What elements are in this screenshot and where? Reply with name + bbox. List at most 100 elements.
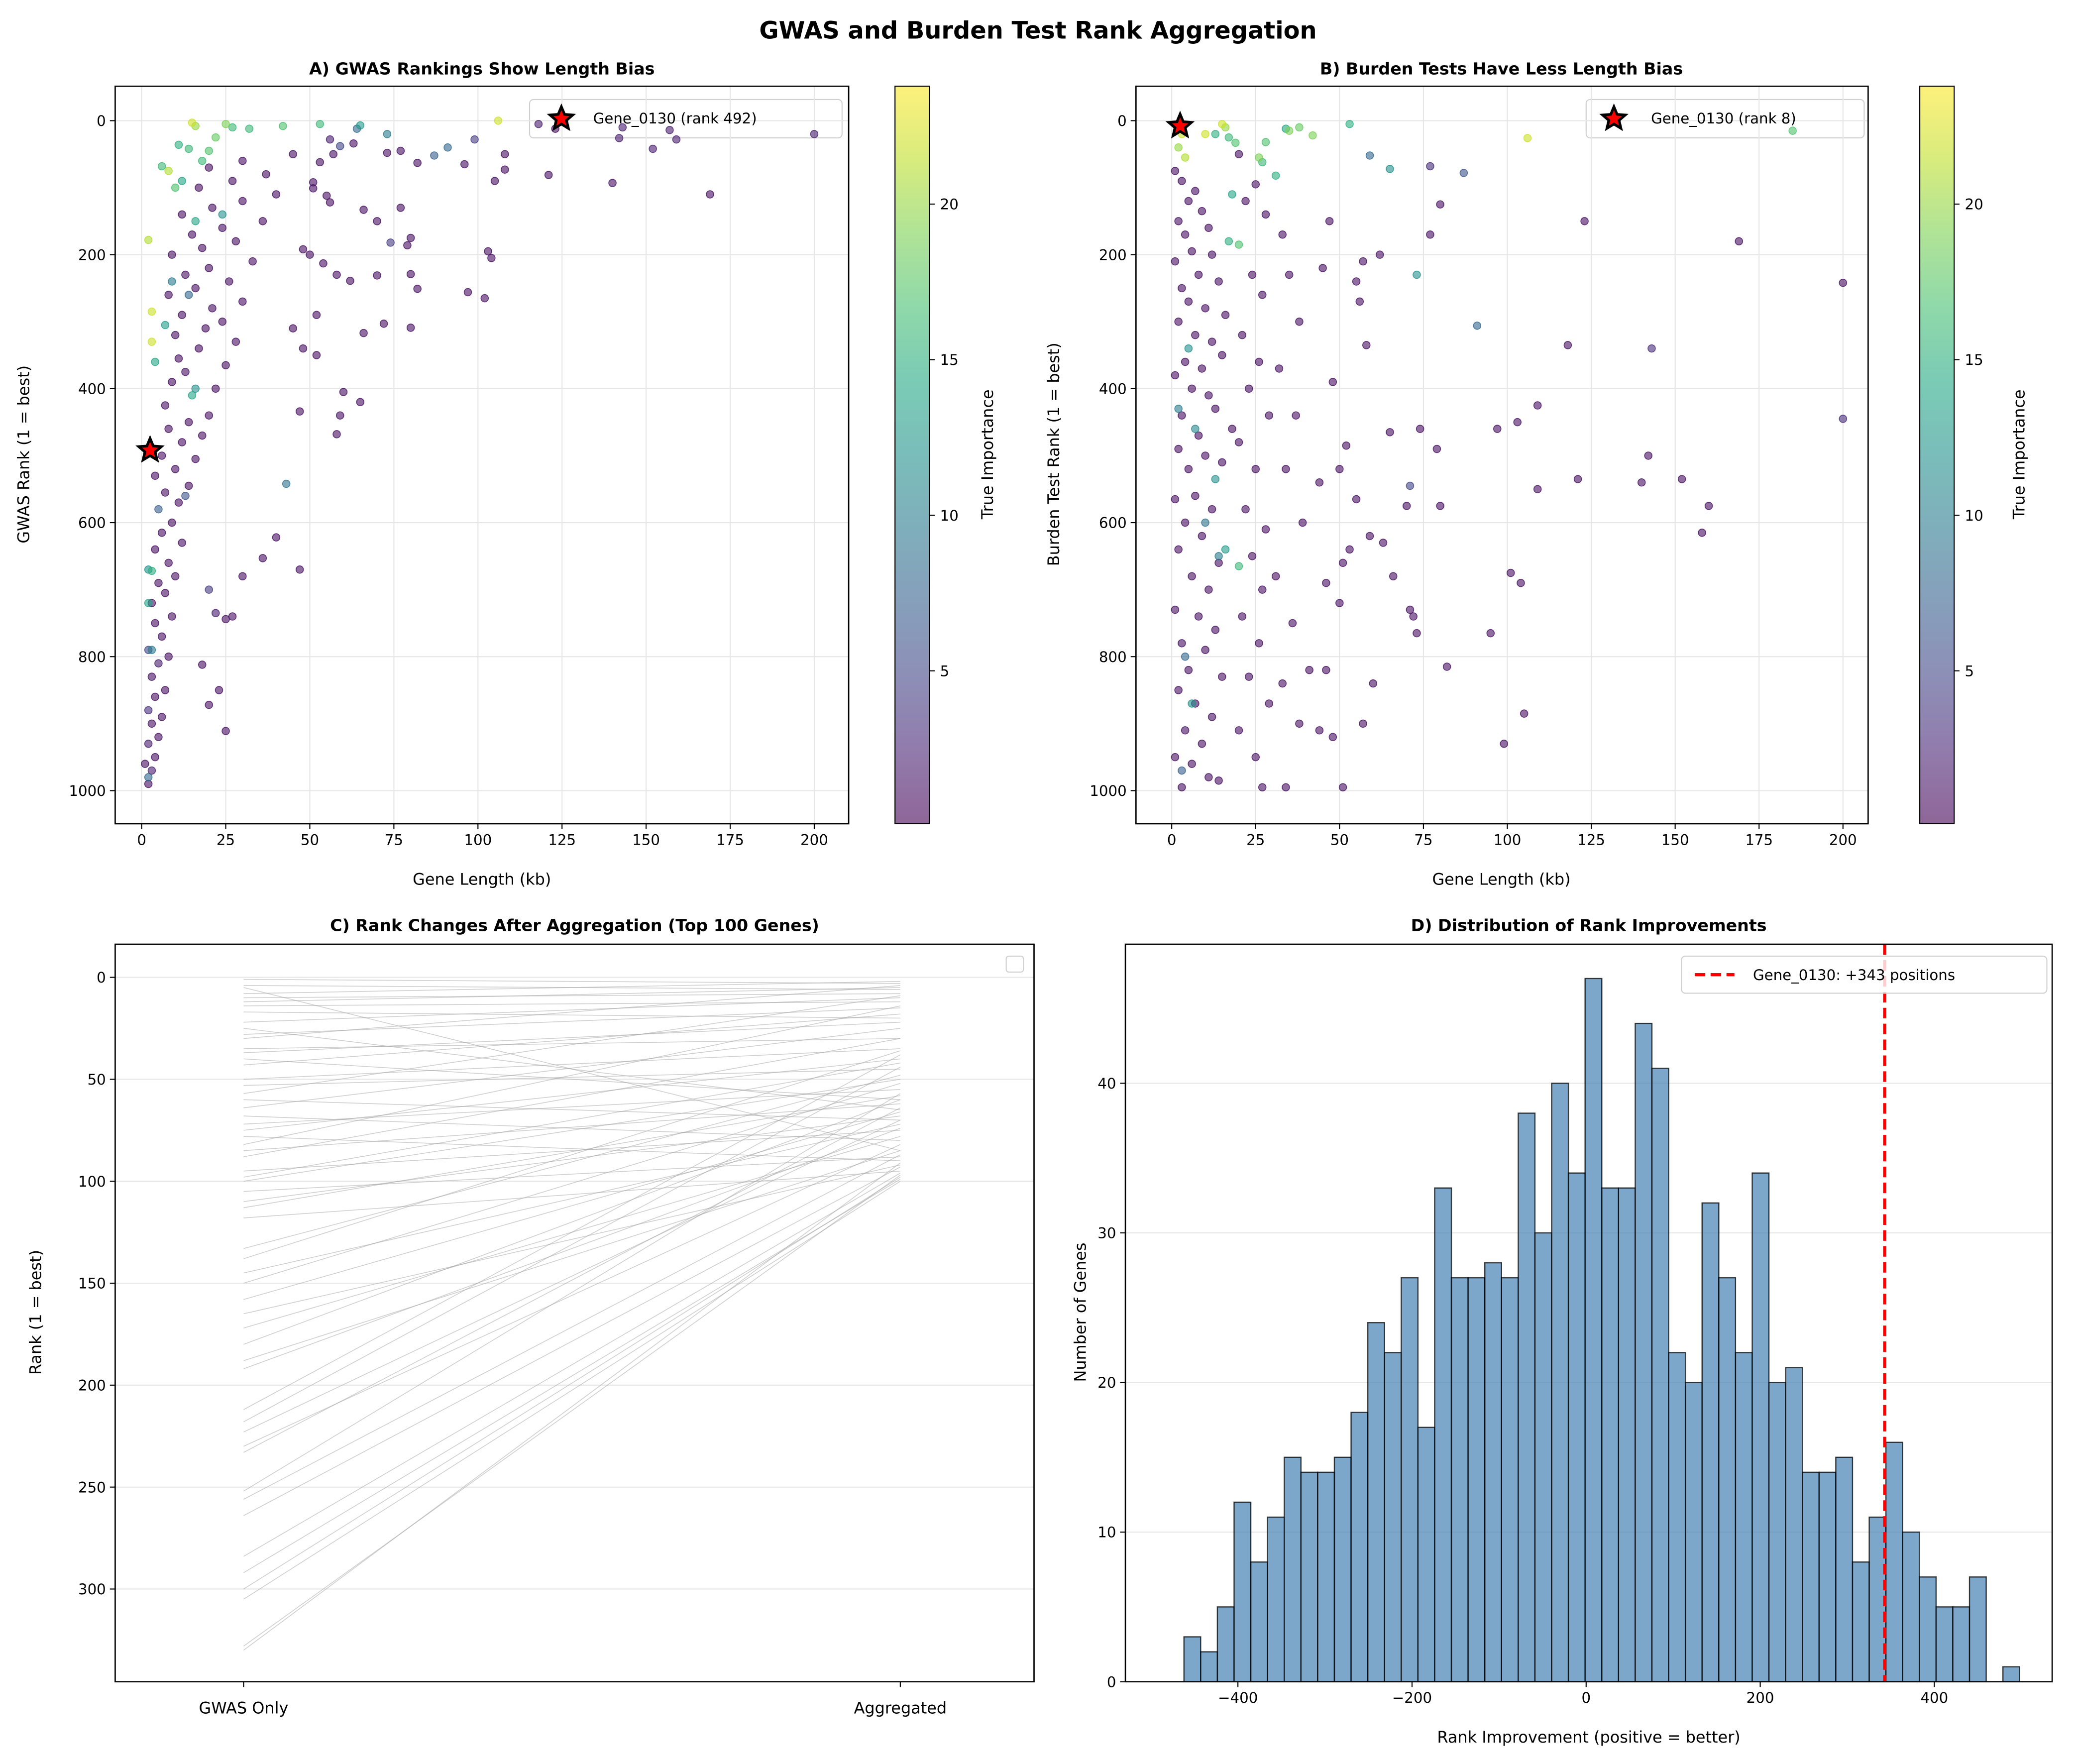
panel-b-point (1214, 552, 1223, 560)
panel-b-point (1231, 138, 1240, 147)
panel-a-point (383, 130, 392, 138)
panel-a-point (157, 632, 166, 641)
panel-b-ytick-label: 1000 (1090, 782, 1126, 799)
panel-a-point (289, 150, 297, 159)
panel-b-point (1402, 502, 1411, 510)
panel-b-point (1181, 357, 1190, 366)
panel-a-point (332, 270, 341, 279)
panel-d-xtick-label: −400 (1218, 1689, 1258, 1706)
panel-c-ytick-label: 250 (78, 1479, 106, 1496)
panel-b-point (1379, 539, 1388, 547)
panel-b-point (1251, 180, 1260, 189)
panel-a-point (316, 158, 324, 167)
panel-b-xtick-label: 175 (1745, 832, 1773, 849)
panel-b-point (1282, 783, 1290, 791)
panel-b-point (1178, 639, 1186, 648)
panel-a-xlabel: Gene Length (kb) (413, 870, 551, 888)
panel-b-point (1198, 532, 1206, 541)
panel-b-xtick-label: 25 (1246, 832, 1265, 849)
panel-b-point (1198, 207, 1206, 216)
panel-a-point (258, 554, 267, 562)
panel-b-xtick-label: 75 (1414, 832, 1432, 849)
panel-b-ytick-label: 400 (1099, 380, 1127, 397)
panel-b-colorbar-tick-label: 10 (1965, 507, 1983, 524)
panel-a-point (212, 384, 220, 393)
panel-d-xtick-label: 0 (1581, 1689, 1591, 1706)
panel-a-point (212, 609, 220, 618)
panel-d-histogram-bar (1484, 1262, 1502, 1682)
panel-a-point (205, 264, 214, 272)
panel-a-point (349, 139, 358, 148)
panel-b-point (1285, 126, 1294, 135)
panel-c-rank-line (243, 1058, 900, 1101)
panel-b-point (1201, 646, 1209, 655)
panel-b-point (1174, 143, 1183, 152)
panel-a-point (144, 599, 153, 607)
panel-c-rank-changes: C) Rank Changes After Aggregation (Top 1… (26, 915, 1035, 1718)
panel-a-point (195, 344, 203, 353)
panel-b-point (1171, 753, 1180, 762)
panel-a-axes-frame (114, 85, 850, 825)
panel-d-histogram-bar (1919, 1576, 1937, 1682)
panel-c-rank-line (243, 1115, 900, 1141)
panel-a-point (147, 672, 156, 681)
panel-d-xtick-label: 400 (1920, 1689, 1948, 1706)
panel-b-point (1188, 572, 1196, 580)
panel-a-point (319, 259, 328, 268)
panel-a-point (208, 304, 217, 313)
panel-b-point (1839, 278, 1848, 287)
panel-b-point (1352, 277, 1361, 286)
panel-b-point (1171, 167, 1180, 175)
panel-a-point (178, 311, 186, 320)
panel-b-colorbar-label: True Importance (2009, 389, 2028, 520)
panel-a-point (231, 237, 240, 245)
panel-b-point (1517, 578, 1525, 587)
panel-d-histogram-bar (1818, 1471, 1837, 1682)
panel-a-point (329, 150, 338, 159)
panel-a-point (396, 146, 405, 155)
panel-a-colorbar-label: True Importance (978, 389, 997, 520)
panel-a-point (191, 454, 200, 463)
panel-a-point (198, 431, 207, 440)
panel-b-point (1174, 404, 1183, 413)
panel-a-point (316, 119, 324, 128)
panel-b-highlight-star-icon (1165, 110, 1195, 139)
panel-a-point (413, 285, 422, 293)
panel-b-point (1214, 776, 1223, 785)
panel-b-point (1218, 458, 1226, 467)
panel-c-ytick-label: 200 (78, 1377, 106, 1394)
panel-b-point (1265, 411, 1273, 420)
panel-b-point (1335, 599, 1344, 607)
panel-d-histogram-bar (1835, 1456, 1854, 1682)
panel-b-point (1207, 250, 1216, 259)
panel-b-point (1188, 247, 1196, 256)
panel-b-point (1238, 612, 1247, 621)
panel-c-ytick-label: 0 (97, 969, 106, 986)
panel-a-point (383, 148, 392, 157)
panel-b-point (1204, 391, 1213, 400)
panel-d-histogram-bar (1233, 1501, 1252, 1682)
panel-a-point (359, 329, 368, 337)
panel-c-rank-line (243, 985, 900, 1039)
panel-c-empty-legend (1005, 955, 1024, 973)
panel-d-histogram-bar (1333, 1456, 1352, 1682)
panel-d-histogram-bar (1651, 1068, 1669, 1682)
panel-b-point (1218, 119, 1226, 128)
panel-a-ytick-label: 400 (78, 380, 106, 397)
panel-a-xtick-label: 150 (632, 832, 660, 849)
panel-a-point (195, 183, 203, 192)
panel-a-xtick-label: 75 (385, 832, 403, 849)
panel-a-point (168, 518, 176, 527)
panel-a-point (665, 126, 674, 134)
panel-b-point (1406, 481, 1415, 490)
panel-c-rank-line (243, 1162, 901, 1651)
panel-a-point (272, 190, 281, 199)
panel-a-point (430, 151, 438, 160)
panel-a-point (168, 378, 176, 386)
panel-b-point (1338, 783, 1347, 791)
panel-b-point (1345, 119, 1354, 128)
panel-a-point (147, 719, 156, 728)
panel-a-point (171, 465, 180, 473)
panel-b-point (1338, 558, 1347, 567)
panel-d-histogram-bar (1183, 1636, 1202, 1682)
